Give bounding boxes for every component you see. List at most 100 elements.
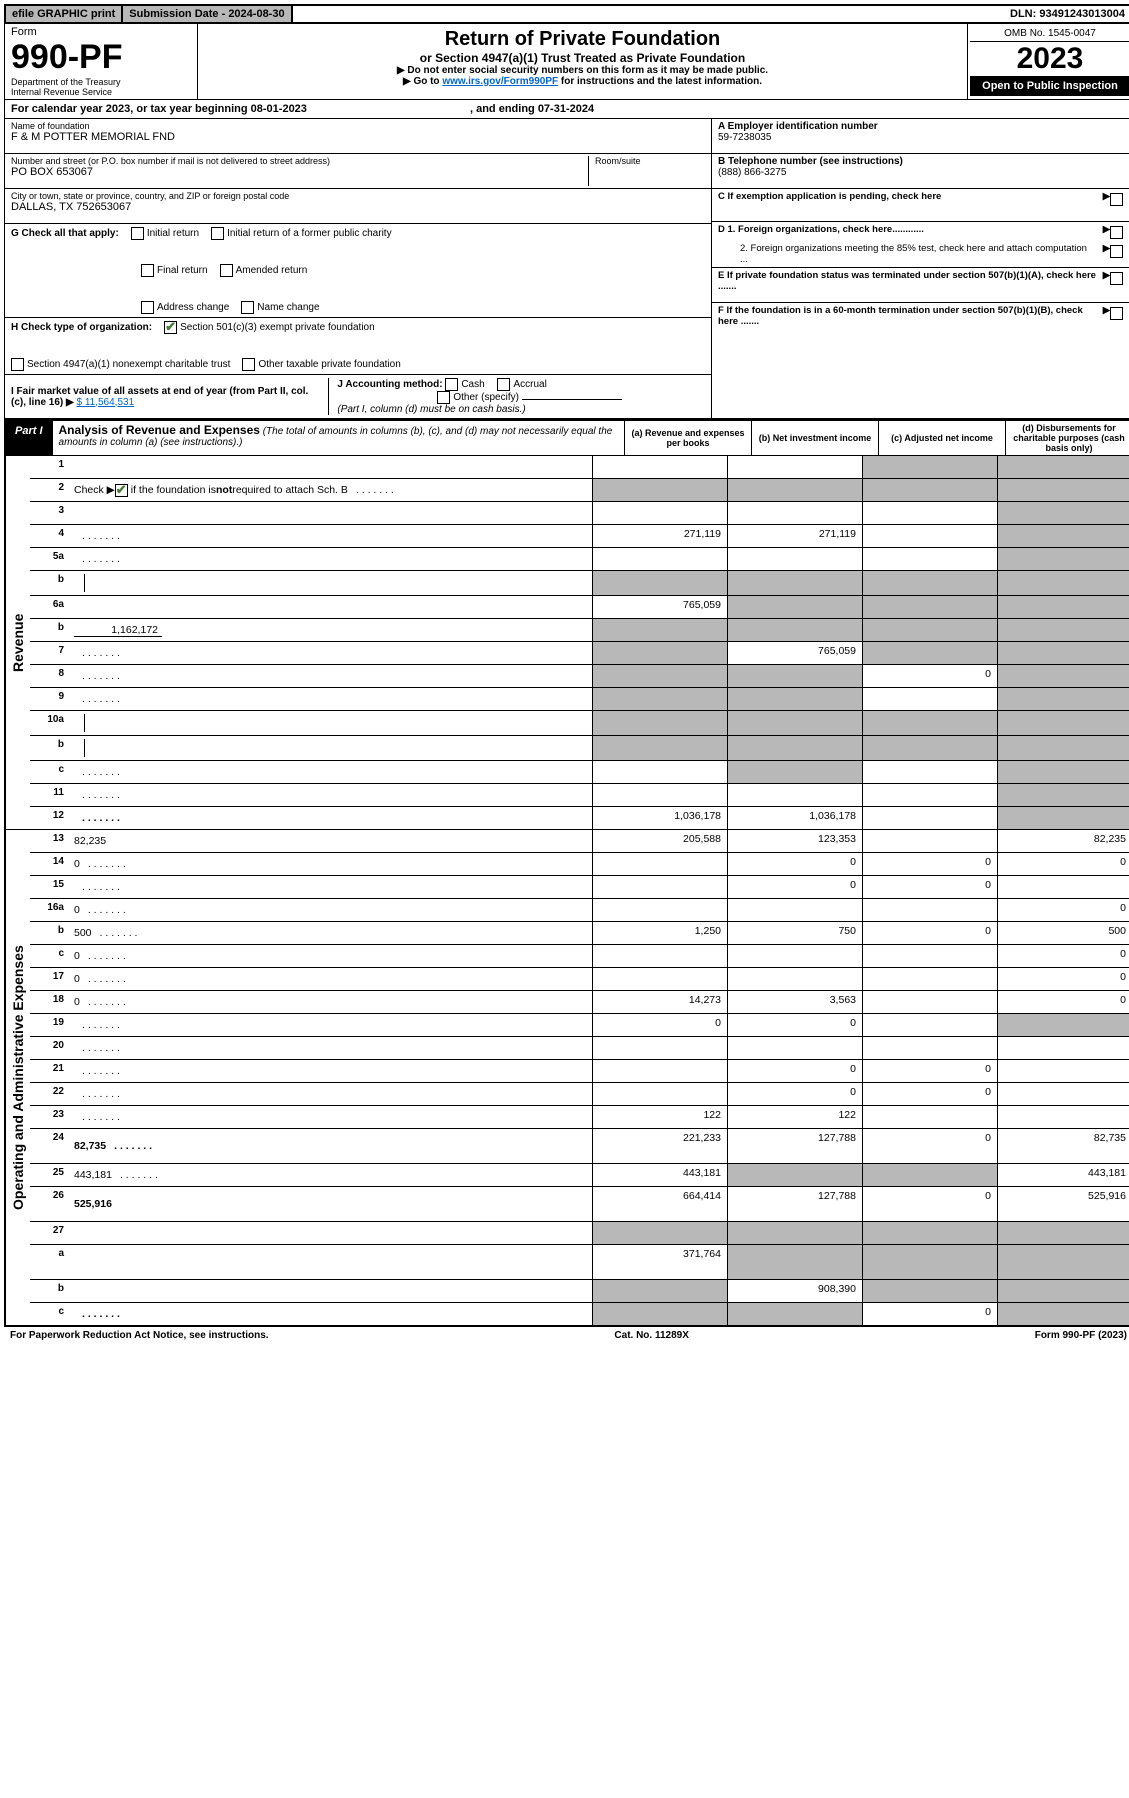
line-7: 7 . . . . . . .765,059: [30, 642, 1129, 665]
cell-c: [862, 1245, 997, 1279]
cell-c: 0: [862, 1303, 997, 1325]
cell-b: [727, 596, 862, 618]
cell-b: [727, 571, 862, 595]
cb-address-change[interactable]: [141, 301, 154, 314]
line-2: 2Check ▶ if the foundation is not requir…: [30, 479, 1129, 502]
cell-a: 14,273: [592, 991, 727, 1013]
line-desc: . . . . . . .: [70, 1037, 592, 1059]
line-desc: [70, 711, 592, 735]
cb-name-change[interactable]: [241, 301, 254, 314]
line-number: b: [30, 571, 70, 595]
cell-a: [592, 548, 727, 570]
efile-label: efile GRAPHIC print: [6, 6, 123, 22]
cell-c: [862, 807, 997, 829]
page-footer: For Paperwork Reduction Act Notice, see …: [4, 1326, 1129, 1344]
cb-cash[interactable]: [445, 378, 458, 391]
cell-c: [862, 1106, 997, 1128]
cb-501c3[interactable]: [164, 321, 177, 334]
line-number: 11: [30, 784, 70, 806]
cell-c: 0: [862, 922, 997, 944]
cb-c[interactable]: [1110, 193, 1123, 206]
cb-other-taxable[interactable]: [242, 358, 255, 371]
line-desc: 1,162,172: [70, 619, 592, 641]
irs: Internal Revenue Service: [11, 87, 191, 97]
cell-b: [727, 1303, 862, 1325]
line-4: 4 . . . . . . .271,119271,119: [30, 525, 1129, 548]
cell-d: [997, 807, 1129, 829]
cell-a: [592, 619, 727, 641]
ij-row: I Fair market value of all assets at end…: [5, 375, 711, 418]
part1-label: Part I: [5, 421, 53, 455]
cb-final-return[interactable]: [141, 264, 154, 277]
cb-sch-b[interactable]: [115, 484, 128, 497]
cell-b: [727, 945, 862, 967]
cb-d1[interactable]: [1110, 226, 1123, 239]
cb-accrual[interactable]: [497, 378, 510, 391]
cell-c: [862, 502, 997, 524]
fmv-value: $ 11,564,531: [77, 397, 135, 408]
line-number: 20: [30, 1037, 70, 1059]
cell-b: [727, 1222, 862, 1244]
col-a-head: (a) Revenue and expenses per books: [624, 421, 751, 455]
line-desc: [70, 596, 592, 618]
cell-a: [592, 736, 727, 760]
cell-c: [862, 1280, 997, 1302]
cb-initial-former[interactable]: [211, 227, 224, 240]
line-desc: . . . . . . .: [70, 642, 592, 664]
col-d-head: (d) Disbursements for charitable purpose…: [1005, 421, 1129, 455]
cell-a: 205,588: [592, 830, 727, 852]
cb-initial-return[interactable]: [131, 227, 144, 240]
cell-a: [592, 502, 727, 524]
line-number: 23: [30, 1106, 70, 1128]
line-desc: . . . . . . .: [70, 876, 592, 898]
cell-a: 1,250: [592, 922, 727, 944]
col-b-head: (b) Net investment income: [751, 421, 878, 455]
cell-c: [862, 784, 997, 806]
dept: Department of the Treasury: [11, 77, 191, 87]
line-b: b: [30, 571, 1129, 596]
cell-a: 443,181: [592, 1164, 727, 1186]
cell-d: [997, 665, 1129, 687]
cell-b: [727, 899, 862, 921]
line-16a: 16a0 . . . . . . .0: [30, 899, 1129, 922]
cell-c: [862, 688, 997, 710]
cell-c: [862, 1037, 997, 1059]
phone-label: B Telephone number (see instructions): [718, 156, 1126, 167]
cb-e[interactable]: [1110, 272, 1123, 285]
line-23: 23 . . . . . . .122122: [30, 1106, 1129, 1129]
line-13: 1382,235205,588123,35382,235: [30, 830, 1129, 853]
cell-b: [727, 1245, 862, 1279]
dln: DLN: 93491243013004: [1004, 6, 1129, 22]
line-number: b: [30, 1280, 70, 1302]
cb-d2[interactable]: [1110, 245, 1123, 258]
line-14: 140 . . . . . . .000: [30, 853, 1129, 876]
line-desc: 0 . . . . . . .: [70, 991, 592, 1013]
line-6a: 6a765,059: [30, 596, 1129, 619]
line-desc: 443,181 . . . . . . .: [70, 1164, 592, 1186]
cb-f[interactable]: [1110, 307, 1123, 320]
line-desc: [70, 1222, 592, 1244]
form-link[interactable]: www.irs.gov/Form990PF: [442, 76, 558, 87]
cell-d: 82,735: [997, 1129, 1129, 1163]
line-number: 15: [30, 876, 70, 898]
cell-b: [727, 665, 862, 687]
cb-amended-return[interactable]: [220, 264, 233, 277]
cell-b: [727, 1164, 862, 1186]
line-number: 5a: [30, 548, 70, 570]
cell-a: [592, 1037, 727, 1059]
cb-4947a1[interactable]: [11, 358, 24, 371]
form-header: Form 990-PF Department of the Treasury I…: [4, 24, 1129, 100]
cell-a: [592, 642, 727, 664]
cb-other-method[interactable]: [437, 391, 450, 404]
cell-a: [592, 1083, 727, 1105]
open-inspection: Open to Public Inspection: [970, 76, 1129, 96]
cell-d: [997, 761, 1129, 783]
cell-d: [997, 1014, 1129, 1036]
line-number: 2: [30, 479, 70, 501]
cell-c: [862, 736, 997, 760]
line-desc: [70, 736, 592, 760]
inline-box: [84, 574, 225, 592]
cell-c: [862, 830, 997, 852]
phone-value: (888) 866-3275: [718, 167, 1126, 178]
cell-c: [862, 711, 997, 735]
